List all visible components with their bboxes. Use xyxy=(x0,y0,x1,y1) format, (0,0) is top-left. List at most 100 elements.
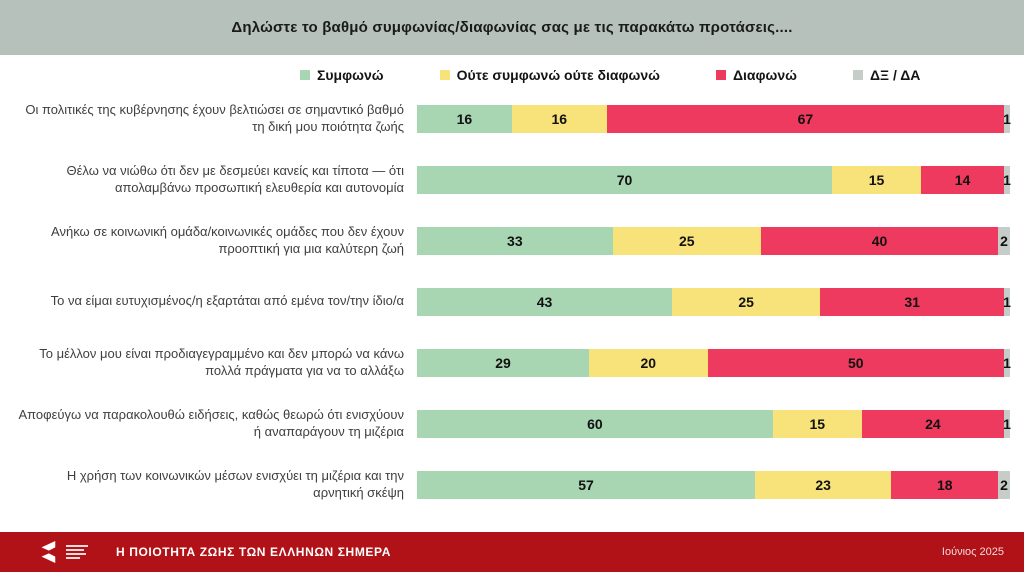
bar-segment-value: 23 xyxy=(815,476,831,493)
legend-marker-icon xyxy=(715,70,726,80)
bar-segment-3: 1 xyxy=(1003,287,1011,316)
stacked-bar: 33 25 40 2 xyxy=(417,226,1010,255)
bar-segment-1: 16 xyxy=(511,104,607,133)
stacked-bar: 60 15 24 1 xyxy=(417,409,1011,438)
page-title: Δηλώστε το βαθμό συμφωνίας/διαφωνίας σας… xyxy=(231,19,793,36)
bar-row-label: Θέλω να νιώθω ότι δεν με δεσμεύει κανείς… xyxy=(66,162,405,195)
bar-segment-value: 20 xyxy=(640,354,657,371)
bar-row: Οι πολιτικές της κυβέρνησης έχουν βελτιώ… xyxy=(0,95,1024,156)
bar-segment-1: 23 xyxy=(755,470,892,499)
legend-item-2: Διαφωνώ xyxy=(715,67,797,83)
bar-segment-2: 40 xyxy=(760,226,999,255)
bar-segment-value: 18 xyxy=(936,476,953,493)
bar-segment-value: 1 xyxy=(1003,354,1011,371)
bar-segment-value: 40 xyxy=(871,232,888,249)
bar-segment-value: 33 xyxy=(507,232,523,249)
bar-segment-0: 70 xyxy=(417,165,833,194)
bar-segment-3: 1 xyxy=(1003,348,1011,377)
bar-segment-value: 70 xyxy=(616,171,633,188)
bar-segment-3: 1 xyxy=(1003,104,1011,133)
footer-title: Η ΠΟΙΟΤΗΤΑ ΖΩΗΣ ΤΩΝ ΕΛΛΗΝΩΝ ΣΗΜΕΡΑ xyxy=(116,545,392,559)
bar-row: Ανήκω σε κοινωνική ομάδα/κοινωνικές ομάδ… xyxy=(0,217,1024,278)
bar-segment-2: 18 xyxy=(891,470,999,499)
legend-item-0: Συμφωνώ xyxy=(300,67,384,83)
bar-segment-0: 33 xyxy=(417,226,613,255)
bar-segment-2: 14 xyxy=(921,165,1005,194)
bar-segment-3: 1 xyxy=(1003,165,1011,194)
legend-item-3: ΔΞ / ΔΑ xyxy=(852,67,921,83)
bar-segment-value: 50 xyxy=(848,354,864,371)
bar-segment-value: 25 xyxy=(738,293,754,310)
bar-segment-2: 31 xyxy=(820,287,1005,316)
brand-logo-icon xyxy=(41,541,56,563)
bar-segment-value: 1 xyxy=(1003,171,1011,188)
bar-row-label: Η χρήση των κοινωνικών μέσων ενισχύει τη… xyxy=(66,467,404,500)
bar-row-label: Οι πολιτικές της κυβέρνησης έχουν βελτιώ… xyxy=(25,101,404,134)
brand-logo-text-lines xyxy=(66,545,88,559)
stacked-bar: 16 16 67 1 xyxy=(417,104,1011,133)
bar-row: Θέλω να νιώθω ότι δεν με δεσμεύει κανείς… xyxy=(0,156,1024,217)
bar-segment-value: 14 xyxy=(954,171,971,188)
bar-segment-0: 16 xyxy=(417,104,512,133)
bar-segment-value: 16 xyxy=(456,110,473,127)
footer-logo xyxy=(36,538,88,566)
bar-segment-value: 60 xyxy=(587,415,603,432)
bar-row-label: Το να είμαι ευτυχισμένος/η εξαρτάται από… xyxy=(50,293,404,309)
legend-label: Διαφωνώ xyxy=(732,67,797,83)
bar-segment-1: 15 xyxy=(772,409,862,438)
bar-segment-value: 1 xyxy=(1003,293,1011,310)
bar-segment-0: 60 xyxy=(417,409,773,438)
legend-marker-icon xyxy=(852,70,863,80)
footer-bar: Η ΠΟΙΟΤΗΤΑ ΖΩΗΣ ΤΩΝ ΕΛΛΗΝΩΝ ΣΗΜΕΡΑ Ιούνι… xyxy=(0,532,1024,572)
chart-legend: Συμφωνώ Ούτε συμφωνώ ούτε διαφωνώ Διαφωνώ Δ… xyxy=(0,55,1024,95)
bar-segment-2: 50 xyxy=(707,348,1005,377)
legend-label: Συμφωνώ xyxy=(317,67,384,83)
legend-label: Ούτε συμφωνώ ούτε διαφωνώ xyxy=(456,67,660,83)
bar-segment-value: 25 xyxy=(679,232,695,249)
legend-marker-icon xyxy=(439,70,450,80)
legend-item-1: Ούτε συμφωνώ ούτε διαφωνώ xyxy=(439,67,660,83)
bar-segment-0: 29 xyxy=(417,348,589,377)
bar-segment-1: 20 xyxy=(588,348,708,377)
stacked-bar: 57 23 18 2 xyxy=(417,470,1010,499)
bar-segment-value: 57 xyxy=(578,476,594,493)
bar-segment-3: 2 xyxy=(998,470,1010,499)
bar-segment-value: 1 xyxy=(1003,415,1011,432)
bar-segment-value: 15 xyxy=(809,415,826,432)
stacked-bar: 70 15 14 1 xyxy=(417,165,1011,194)
bar-row-label: Το μέλλον μου είναι προδιαγεγραμμένο και… xyxy=(39,345,404,378)
legend-label: ΔΞ / ΔΑ xyxy=(869,67,921,83)
bar-segment-value: 15 xyxy=(868,171,885,188)
footer-date: Ιούνιος 2025 xyxy=(941,546,1004,558)
bar-segment-value: 2 xyxy=(1000,232,1008,249)
bar-segment-1: 25 xyxy=(612,226,761,255)
bar-row: Το μέλλον μου είναι προδιαγεγραμμένο και… xyxy=(0,339,1024,400)
legend-marker-icon xyxy=(300,70,310,80)
bar-segment-1: 25 xyxy=(671,287,821,316)
bar-segment-value: 16 xyxy=(551,110,568,127)
bar-segment-value: 2 xyxy=(1000,476,1008,493)
bar-segment-3: 2 xyxy=(998,226,1010,255)
bar-segment-value: 29 xyxy=(495,354,511,371)
stacked-bar: 43 25 31 1 xyxy=(417,287,1011,316)
bar-segment-2: 24 xyxy=(861,409,1005,438)
bar-row: Αποφεύγω να παρακολουθώ ειδήσεις, καθώς … xyxy=(0,400,1024,461)
bar-segment-value: 24 xyxy=(925,415,941,432)
bar-segment-0: 43 xyxy=(417,287,672,316)
chart-rows: Οι πολιτικές της κυβέρνησης έχουν βελτιώ… xyxy=(0,95,1024,522)
bar-segment-0: 57 xyxy=(417,470,755,499)
bar-segment-1: 15 xyxy=(832,165,922,194)
bar-segment-2: 67 xyxy=(606,104,1005,133)
stacked-bar: 29 20 50 1 xyxy=(417,348,1011,377)
bar-segment-3: 1 xyxy=(1003,409,1011,438)
bar-segment-value: 1 xyxy=(1003,110,1011,127)
bar-row-label: Αποφεύγω να παρακολουθώ ειδήσεις, καθώς … xyxy=(18,406,404,439)
bar-segment-value: 67 xyxy=(797,110,814,127)
bar-row-label: Ανήκω σε κοινωνική ομάδα/κοινωνικές ομάδ… xyxy=(51,223,404,256)
bar-row: Το να είμαι ευτυχισμένος/η εξαρτάται από… xyxy=(0,278,1024,339)
bar-segment-value: 31 xyxy=(904,293,920,310)
bar-row: Η χρήση των κοινωνικών μέσων ενισχύει τη… xyxy=(0,461,1024,522)
title-banner: Δηλώστε το βαθμό συμφωνίας/διαφωνίας σας… xyxy=(0,0,1024,55)
bar-segment-value: 43 xyxy=(536,293,553,310)
